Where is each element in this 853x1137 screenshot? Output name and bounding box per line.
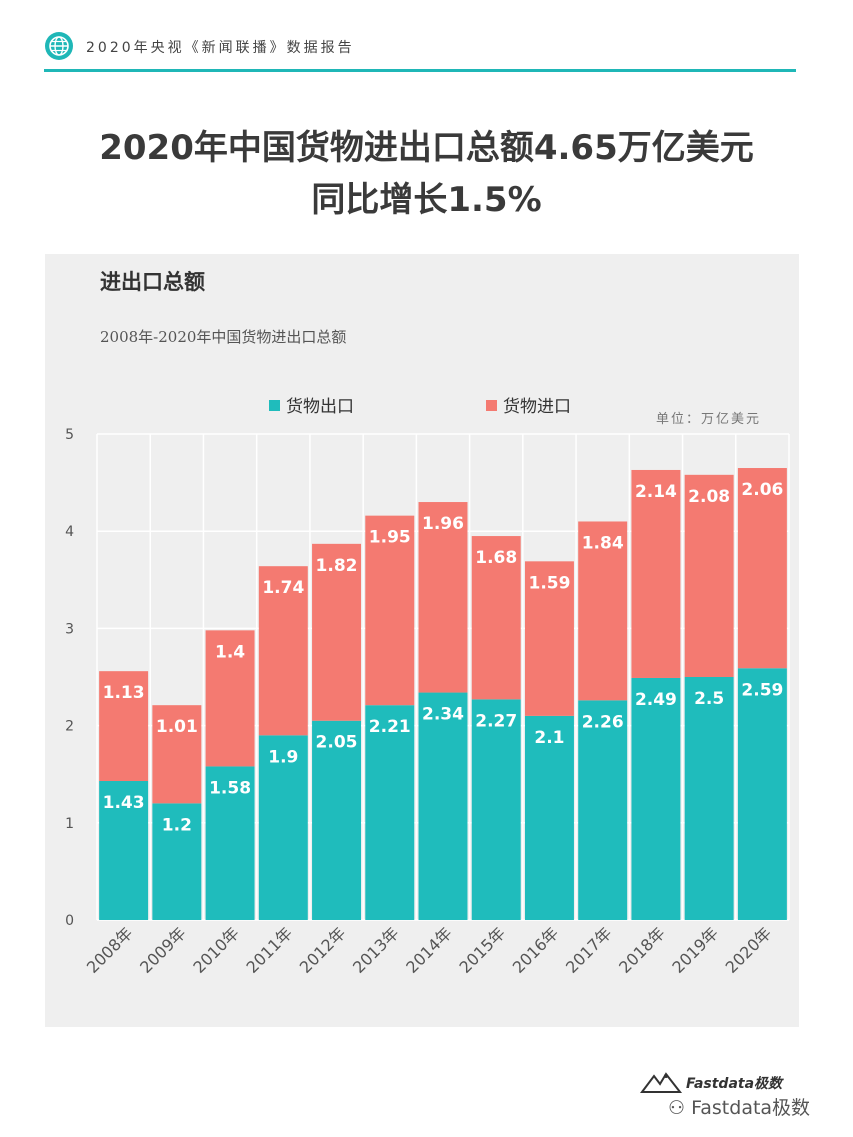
data-label-import: 1.82 [316, 556, 358, 576]
data-label-import: 1.95 [369, 528, 411, 548]
x-tick-label: 2018年 [615, 923, 669, 977]
bar-export [631, 677, 681, 920]
fastdata-logo-icon [640, 1072, 683, 1093]
bar-export [524, 715, 574, 920]
x-tick-label: 2017年 [562, 923, 616, 977]
bar-import [258, 566, 308, 736]
bar-export [578, 700, 628, 920]
x-tick-label: 2009年 [136, 923, 190, 977]
watermark-brand: Fastdata极数 [686, 1076, 783, 1092]
y-tick-label: 3 [65, 621, 74, 637]
y-tick-label: 4 [65, 524, 74, 540]
bar-export [418, 692, 468, 920]
x-tick-label: 2019年 [668, 923, 722, 977]
legend-swatch-import [486, 400, 497, 411]
y-tick-label: 2 [65, 719, 74, 735]
data-label-import: 1.84 [582, 533, 624, 553]
page-subtitle: 同比增长1.5% [311, 180, 542, 220]
x-tick-label: 2015年 [456, 923, 510, 977]
bar-export [258, 735, 308, 920]
bar-import [737, 468, 787, 669]
bar-import [205, 630, 255, 767]
bar-export [365, 705, 415, 920]
wechat-icon: ⚇ [668, 1097, 692, 1119]
chart-title: 进出口总额 [100, 270, 205, 294]
bar-import [312, 543, 362, 721]
bar-import [684, 474, 734, 677]
bar-export [99, 781, 149, 920]
data-label-export: 1.58 [209, 778, 251, 798]
y-tick-label: 0 [65, 913, 74, 929]
data-label-import: 1.68 [475, 548, 517, 568]
chart-subtitle: 2008年-2020年中国货物进出口总额 [100, 328, 347, 346]
data-label-export: 1.9 [268, 747, 298, 767]
watermark: Fastdata极数 ⚇ Fastdata极数 [640, 1070, 840, 1130]
x-tick-label: 2016年 [509, 923, 563, 977]
legend-swatch-export [269, 400, 280, 411]
data-label-export: 1.43 [103, 793, 145, 813]
bar-import [365, 515, 415, 706]
data-label-import: 2.08 [688, 487, 730, 507]
data-label-export: 2.59 [741, 680, 783, 700]
watermark-wechat-text: Fastdata极数 [691, 1097, 811, 1119]
bar-import [578, 521, 628, 701]
y-tick-label: 1 [65, 816, 74, 832]
data-label-import: 1.96 [422, 514, 464, 534]
header-text: 2020年央视《新闻联播》数据报告 [86, 40, 355, 56]
data-label-export: 2.49 [635, 690, 677, 710]
page-title: 2020年中国货物进出口总额4.65万亿美元 [99, 128, 754, 168]
bar-import [631, 469, 681, 678]
data-label-export: 2.27 [475, 711, 517, 731]
data-label-export: 2.21 [369, 717, 411, 737]
data-label-import: 1.13 [103, 683, 145, 703]
x-tick-label: 2013年 [349, 923, 403, 977]
data-label-export: 2.26 [582, 712, 624, 732]
data-label-import: 1.59 [528, 573, 570, 593]
bar-export [312, 720, 362, 920]
x-tick-label: 2012年 [296, 923, 350, 977]
bar-export [471, 699, 521, 920]
x-tick-label: 2008年 [83, 923, 137, 977]
unit-label: 单位：万亿美元 [656, 412, 762, 427]
bar-import [418, 502, 468, 693]
x-tick-label: 2020年 [722, 923, 776, 977]
bar-export [684, 677, 734, 920]
bar-import [152, 705, 202, 804]
bar-import [471, 536, 521, 700]
data-label-import: 1.01 [156, 717, 198, 737]
data-label-export: 2.1 [534, 728, 564, 748]
x-tick-label: 2011年 [243, 923, 297, 977]
x-tick-label: 2014年 [402, 923, 456, 977]
data-label-export: 2.5 [694, 689, 724, 709]
y-tick-label: 5 [65, 427, 74, 443]
report-header: 2020年央视《新闻联播》数据报告 [44, 28, 796, 72]
data-label-export: 1.2 [162, 815, 192, 835]
data-label-import: 1.4 [215, 642, 245, 662]
legend-item-import: 货物进口 [486, 392, 571, 417]
data-label-import: 1.74 [262, 578, 304, 598]
globe-icon [45, 32, 73, 60]
data-label-export: 2.34 [422, 705, 464, 725]
legend-item-export: 货物出口 [269, 392, 354, 417]
bar-import [99, 671, 149, 782]
bar-export [737, 668, 787, 920]
data-label-import: 2.14 [635, 482, 677, 502]
data-label-export: 2.05 [316, 733, 358, 753]
bar-export [205, 766, 255, 920]
legend-label-export: 货物出口 [286, 397, 354, 417]
watermark-wechat: ⚇ Fastdata极数 [668, 1093, 810, 1120]
x-tick-label: 2010年 [189, 923, 243, 977]
bar-export [152, 803, 202, 920]
legend-label-import: 货物进口 [503, 397, 571, 417]
header-divider [44, 69, 796, 72]
data-label-import: 2.06 [741, 480, 783, 500]
bar-import [524, 561, 574, 716]
